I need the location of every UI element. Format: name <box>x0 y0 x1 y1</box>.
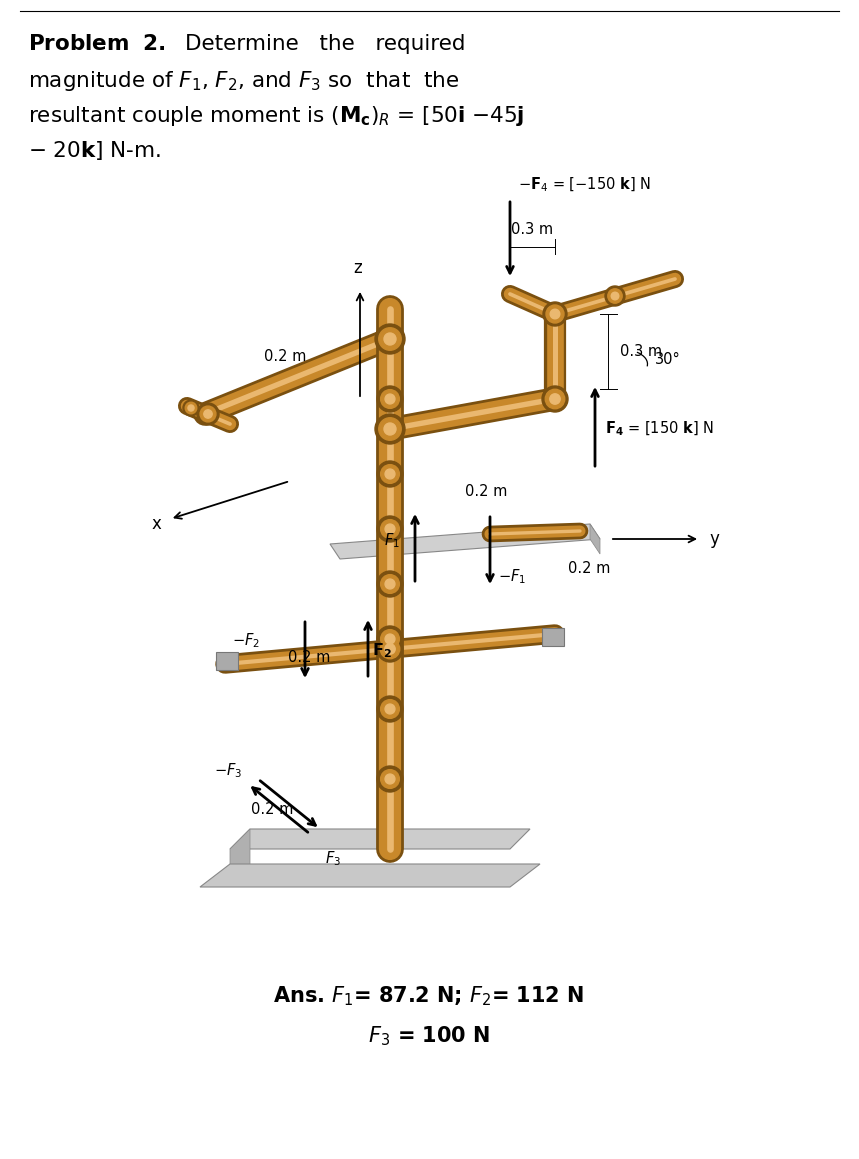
Polygon shape <box>230 829 250 879</box>
Text: z: z <box>354 258 362 277</box>
Text: $-\mathbf{F}_4$ = [$-$150 $\mathbf{k}$] N: $-\mathbf{F}_4$ = [$-$150 $\mathbf{k}$] … <box>518 176 651 194</box>
Circle shape <box>550 394 560 404</box>
Circle shape <box>381 519 399 539</box>
Circle shape <box>377 697 403 722</box>
Text: 0.2 m: 0.2 m <box>568 561 611 576</box>
Text: y: y <box>709 530 719 548</box>
Circle shape <box>385 634 395 644</box>
Circle shape <box>375 414 405 444</box>
Text: $\mathbf{F_2}$: $\mathbf{F_2}$ <box>372 642 392 661</box>
Circle shape <box>385 704 395 714</box>
Bar <box>216 653 238 670</box>
Text: 0.3 m: 0.3 m <box>511 223 553 236</box>
Circle shape <box>542 386 568 411</box>
Circle shape <box>612 292 618 300</box>
Text: $- F_2$: $- F_2$ <box>232 632 260 650</box>
Text: $-$ 20$\mathbf{k}$] N-m.: $-$ 20$\mathbf{k}$] N-m. <box>28 139 161 162</box>
Circle shape <box>200 406 216 422</box>
Circle shape <box>381 575 399 593</box>
Circle shape <box>551 309 560 319</box>
Text: 0.2 m: 0.2 m <box>465 484 508 500</box>
Circle shape <box>377 326 403 352</box>
Polygon shape <box>230 829 530 850</box>
Text: Determine   the   required: Determine the required <box>185 34 466 54</box>
Circle shape <box>385 643 395 654</box>
Text: 0.2 m: 0.2 m <box>251 802 293 817</box>
Circle shape <box>543 302 567 326</box>
Circle shape <box>385 580 395 589</box>
Text: 0.2 m: 0.2 m <box>264 349 306 364</box>
Text: $\mathbf{F_4}$ = [150 $\mathbf{k}$] N: $\mathbf{F_4}$ = [150 $\mathbf{k}$] N <box>605 420 714 438</box>
Circle shape <box>204 410 212 418</box>
Text: resultant couple moment is $(\mathbf{M_c})_R$ = [50$\mathbf{i}$ $-$45$\mathbf{j}: resultant couple moment is $(\mathbf{M_c… <box>28 104 525 127</box>
Polygon shape <box>200 863 540 887</box>
Circle shape <box>385 334 395 344</box>
Text: x: x <box>151 515 161 533</box>
Circle shape <box>377 766 403 792</box>
Circle shape <box>381 465 399 483</box>
Text: $- F_3$: $- F_3$ <box>214 761 242 780</box>
Circle shape <box>183 400 199 416</box>
Circle shape <box>379 417 401 440</box>
Text: magnitude of $\boldsymbol{F_1}$, $\boldsymbol{F_2}$, and $\boldsymbol{F_3}$ so  : magnitude of $\boldsymbol{F_1}$, $\bolds… <box>28 70 460 93</box>
Circle shape <box>545 389 564 409</box>
Text: Ans. $\boldsymbol{F_1}$= 87.2 N; $\boldsymbol{F_2}$= 112 N: Ans. $\boldsymbol{F_1}$= 87.2 N; $\bolds… <box>273 984 585 1007</box>
Circle shape <box>381 629 399 648</box>
Circle shape <box>381 770 399 788</box>
Circle shape <box>546 305 564 323</box>
Circle shape <box>377 636 403 662</box>
Circle shape <box>377 461 403 487</box>
Circle shape <box>608 289 622 304</box>
Circle shape <box>375 325 405 353</box>
Circle shape <box>188 404 194 411</box>
Polygon shape <box>590 524 600 554</box>
Circle shape <box>605 286 625 306</box>
Circle shape <box>385 394 395 404</box>
Circle shape <box>186 402 197 414</box>
Text: 0.3 m: 0.3 m <box>620 343 662 358</box>
Circle shape <box>385 524 395 534</box>
Circle shape <box>381 640 399 658</box>
Circle shape <box>381 329 399 349</box>
Circle shape <box>379 328 401 350</box>
Text: $\mathbf{Problem\ \ 2.}$: $\mathbf{Problem\ \ 2.}$ <box>28 34 166 54</box>
Text: 0.2 m: 0.2 m <box>288 649 330 664</box>
Circle shape <box>381 700 399 719</box>
Circle shape <box>384 333 396 345</box>
Circle shape <box>377 626 403 653</box>
Text: $- F_1$: $- F_1$ <box>498 568 527 586</box>
Text: $F_1$: $F_1$ <box>384 532 400 551</box>
Circle shape <box>385 469 395 479</box>
Circle shape <box>385 774 395 783</box>
Bar <box>542 628 564 646</box>
Circle shape <box>377 516 403 542</box>
Text: $F_3$: $F_3$ <box>325 850 341 868</box>
Polygon shape <box>330 524 600 559</box>
Circle shape <box>381 389 399 408</box>
Circle shape <box>197 403 219 425</box>
Circle shape <box>384 423 396 435</box>
Text: $\boldsymbol{F_3}$ = 100 N: $\boldsymbol{F_3}$ = 100 N <box>368 1025 490 1048</box>
Circle shape <box>377 571 403 597</box>
Circle shape <box>377 386 403 411</box>
Text: 30°: 30° <box>655 351 680 366</box>
